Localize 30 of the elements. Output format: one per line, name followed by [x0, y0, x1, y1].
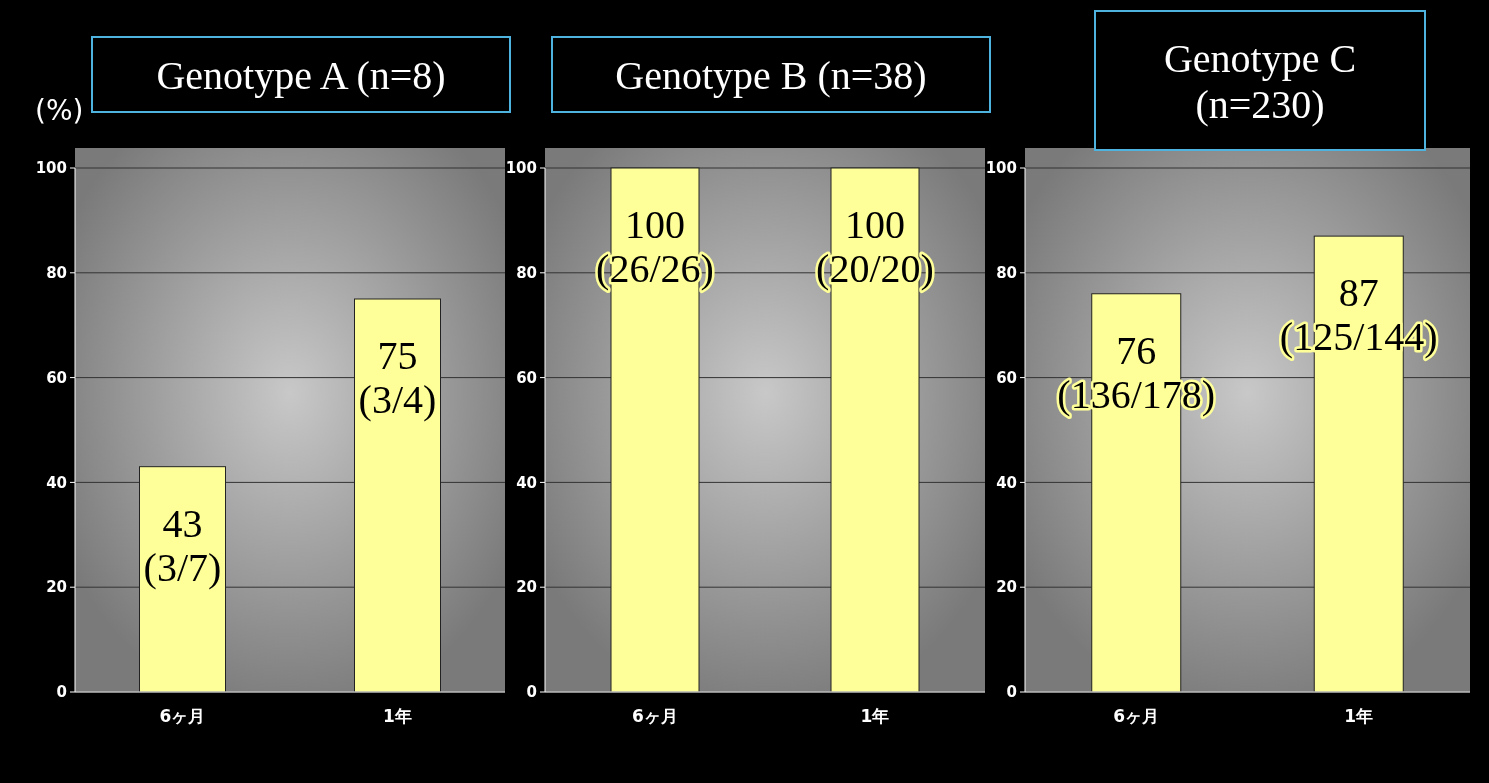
y-tick-label: 0 — [1006, 683, 1017, 702]
y-axis-title: (%) — [35, 94, 84, 127]
y-tick-label: 40 — [46, 473, 67, 492]
y-tick-label: 0 — [56, 683, 67, 702]
y-tick-label: 100 — [985, 159, 1017, 178]
y-tick-label: 60 — [516, 368, 537, 387]
y-tick-label: 100 — [505, 159, 537, 178]
y-tick-label: 60 — [46, 368, 67, 387]
y-tick-label: 20 — [516, 578, 537, 597]
y-tick-label: 40 — [516, 473, 537, 492]
x-tick-label: 1年 — [383, 706, 412, 726]
chart-title: Genotype B (n=38) — [615, 52, 927, 98]
x-tick-label: 6ヶ月 — [159, 706, 206, 726]
y-tick-label: 80 — [46, 264, 67, 283]
x-tick-label: 6ヶ月 — [632, 706, 678, 726]
chart-title: Genotype A (n=8) — [156, 52, 446, 98]
x-tick-label: 1年 — [860, 706, 890, 726]
y-tick-label: 40 — [996, 473, 1017, 492]
chart-title: Genotype C (n=230) — [1163, 35, 1357, 127]
y-tick-label: 20 — [46, 578, 67, 597]
y-tick-label: 20 — [996, 578, 1017, 597]
y-tick-label: 80 — [516, 264, 537, 283]
x-tick-label: 1年 — [1344, 706, 1374, 726]
y-tick-label: 60 — [996, 368, 1017, 387]
y-tick-label: 100 — [35, 159, 67, 178]
data-label: 43 (3/7) — [143, 500, 222, 590]
y-tick-label: 0 — [526, 683, 537, 702]
y-tick-label: 80 — [996, 264, 1017, 283]
data-label: 75 (3/4) — [358, 333, 437, 422]
x-tick-label: 6ヶ月 — [1113, 706, 1160, 726]
